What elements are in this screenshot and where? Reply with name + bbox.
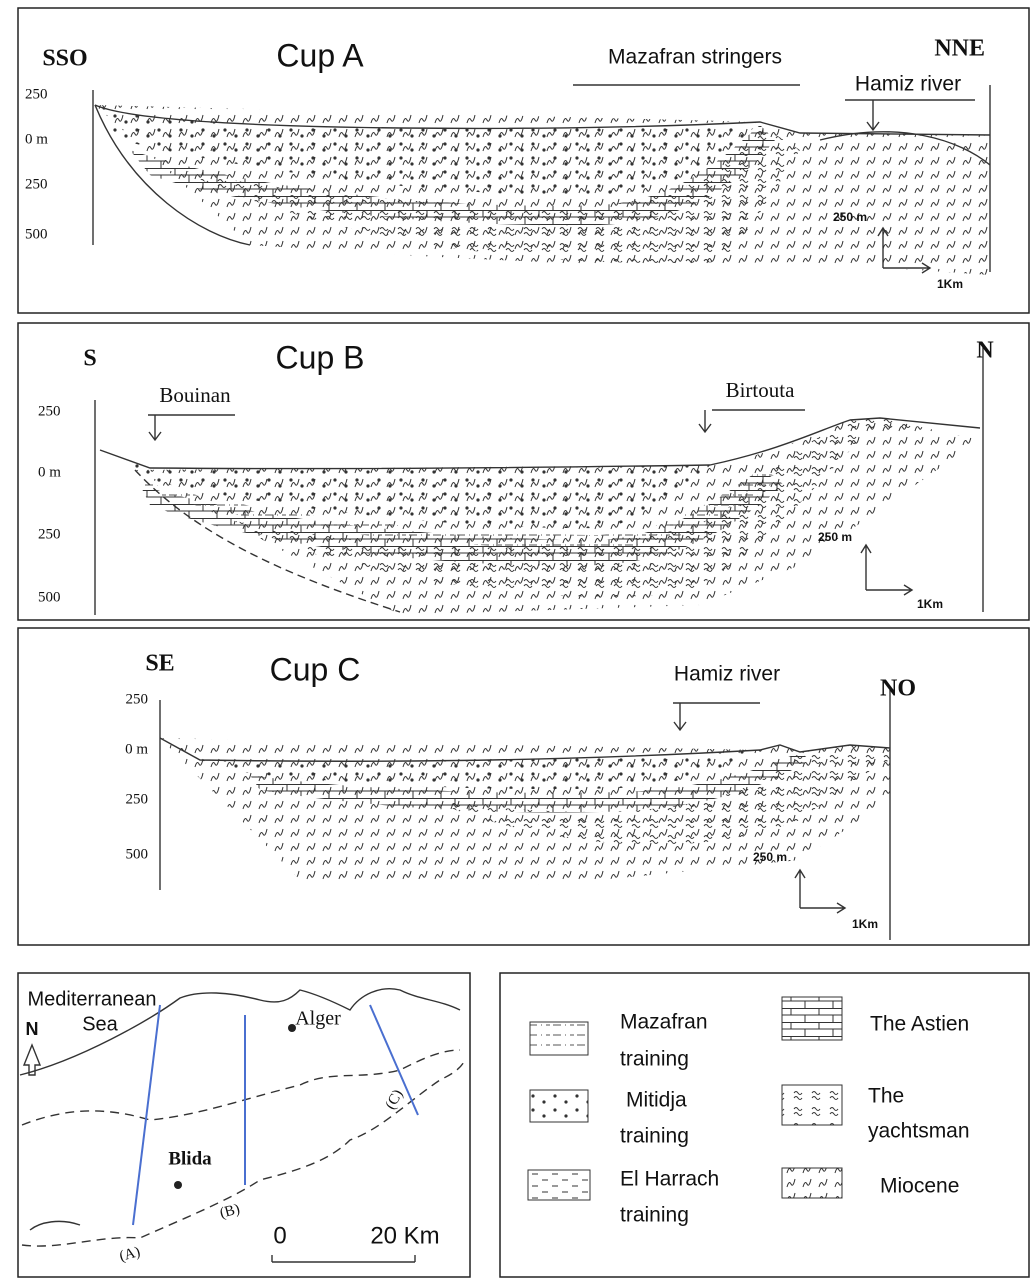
sea-label: Sea [82, 1013, 118, 1035]
shape [159, 737, 891, 762]
shape [148, 414, 235, 442]
shape [19, 988, 461, 1076]
scale-label: 0 [273, 1222, 286, 1249]
city-label: Alger [295, 1008, 341, 1030]
depth-label: 500 [126, 846, 149, 862]
depth-label: 500 [25, 226, 48, 242]
legend-label: The [868, 1085, 904, 1108]
shape [22, 1043, 42, 1076]
legend-label: The Astien [870, 1013, 969, 1036]
shape [845, 99, 975, 132]
scale-label: 1Km [937, 277, 963, 291]
shape [369, 1004, 419, 1116]
legend-label: training [620, 1048, 689, 1071]
direction-label: NNE [934, 36, 985, 62]
annotation: Hamiz river [674, 663, 780, 686]
shape [140, 470, 780, 549]
scale-label: 1Km [852, 917, 878, 931]
shape [529, 1089, 589, 1123]
depth-label: 250 [38, 526, 61, 542]
depth-label: 250 [126, 791, 149, 807]
section-label: (B) [218, 1201, 241, 1222]
north-label: N [26, 1019, 39, 1039]
shape [794, 868, 847, 914]
shape [430, 745, 890, 845]
depth-label: 250 [25, 86, 48, 102]
section-a-geology [92, 84, 991, 275]
shape [781, 996, 843, 1041]
legend-label: El Harrach [620, 1168, 719, 1191]
shape [781, 1084, 843, 1126]
direction-label: SE [145, 651, 174, 677]
legend-label: training [620, 1204, 689, 1227]
shape [271, 1255, 416, 1263]
shape [781, 1167, 843, 1199]
legend-label: yachtsman [868, 1120, 970, 1143]
legend-label: Miocene [880, 1175, 959, 1198]
shape [288, 1024, 296, 1032]
shape [200, 750, 760, 790]
shape [698, 409, 805, 434]
shape [527, 1169, 591, 1201]
shape [94, 104, 251, 246]
shape [17, 322, 1030, 621]
direction-label: SSO [42, 46, 87, 72]
depth-label: 500 [38, 589, 61, 605]
shape [17, 627, 1030, 946]
depth-label: 250 [126, 691, 149, 707]
annotation: Bouinan [159, 383, 231, 407]
legend-symbols [527, 996, 843, 1201]
depth-label: 0 m [38, 464, 61, 480]
shape [99, 417, 981, 470]
direction-label: NO [880, 676, 916, 702]
legend-label: training [620, 1125, 689, 1148]
shape [100, 450, 710, 529]
section-title: Cup C [270, 651, 361, 687]
depth-label: 0 m [125, 741, 148, 757]
shape [29, 1220, 81, 1231]
section-label: (A) [118, 1244, 142, 1265]
scale-label: 250 m [753, 850, 787, 864]
shape [250, 752, 810, 813]
shape [819, 131, 991, 166]
sea-label: Mediterranean [28, 988, 157, 1010]
annotation: Hamiz river [855, 73, 961, 96]
scale-label: 250 m [833, 210, 867, 224]
shape [21, 1059, 466, 1247]
legend-label: Mitidja [626, 1089, 687, 1112]
shape [499, 972, 1030, 1278]
scale-label: 20 Km [370, 1222, 439, 1249]
depth-label: 250 [38, 403, 61, 419]
shape [860, 543, 914, 596]
direction-label: N [976, 338, 994, 364]
depth-label: 250 [25, 176, 48, 192]
shape [180, 125, 800, 264]
section-title: Cup A [276, 37, 364, 73]
annotation: Mazafran stringers [608, 46, 782, 69]
shape [174, 1181, 182, 1189]
direction-label: S [83, 346, 96, 372]
shape [877, 226, 932, 274]
shape [529, 1021, 589, 1056]
section-title: Cup B [276, 339, 365, 375]
shape [17, 7, 1030, 314]
legend-label: Mazafran [620, 1011, 708, 1034]
map-drawing [19, 988, 466, 1263]
shape [134, 469, 401, 613]
scale-label: 1Km [917, 597, 943, 611]
annotation: Birtouta [726, 378, 796, 402]
section-c-geology [159, 690, 891, 940]
section-b-geology [94, 345, 984, 615]
shape [21, 1049, 461, 1126]
scale-label: 250 m [818, 530, 852, 544]
depth-label: 0 m [25, 131, 48, 147]
shape [94, 104, 991, 136]
shape [130, 125, 775, 226]
shape [673, 702, 760, 732]
city-label: Blida [168, 1148, 212, 1169]
shape [17, 972, 471, 1278]
shape [132, 1004, 161, 1226]
